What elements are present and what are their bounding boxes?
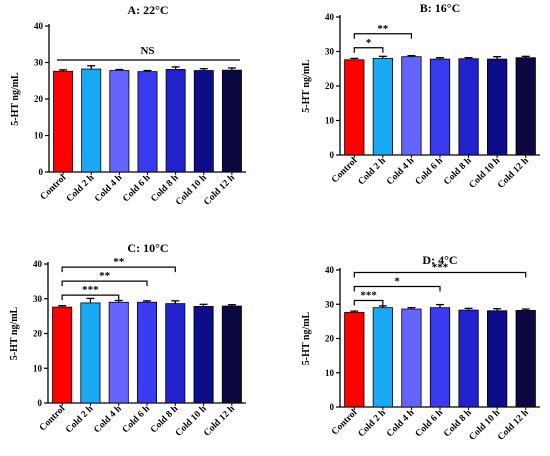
bar (193, 305, 214, 404)
bar (136, 301, 158, 404)
significance-bracket (61, 294, 120, 301)
y-tick-label: 30 (325, 47, 335, 57)
bar (344, 312, 365, 408)
y-tick-label: 10 (325, 368, 335, 378)
bar (52, 306, 73, 404)
y-tick-label: 0 (38, 398, 43, 408)
x-tick-label: Control (330, 156, 360, 186)
x-tick-label: Control (38, 404, 68, 434)
bar (487, 310, 508, 408)
y-tick-label: 40 (325, 265, 335, 275)
bar (165, 69, 186, 173)
x-tick-label: Cold 12 h (202, 173, 237, 208)
x-tick-label: Cold 4 h (385, 408, 417, 440)
y-tick-label: 30 (34, 58, 44, 68)
x-tick-label: Cold 6 h (121, 404, 153, 436)
x-tick-label: Cold 4 h (92, 404, 124, 436)
y-tick-label: 20 (34, 94, 44, 104)
y-axis-label: 5-HT ng/mL (10, 72, 21, 126)
y-tick-label: 10 (325, 116, 335, 126)
bar (81, 68, 102, 173)
x-tick-label: Cold 12 h (496, 408, 531, 443)
bar (344, 59, 365, 156)
x-tick-label: Cold 6 h (121, 173, 153, 205)
chart-title: D: 4°C (422, 253, 457, 267)
y-tick-label: 0 (330, 150, 335, 160)
x-tick-label: Cold 12 h (496, 156, 531, 191)
significance-bracket (353, 47, 384, 53)
significance-bracket (353, 299, 384, 306)
x-tick-label: Cold 2 h (64, 404, 96, 436)
significance-label: *** (82, 284, 99, 296)
bar (429, 307, 451, 408)
x-tick-label: Cold 2 h (357, 156, 389, 188)
bar (137, 71, 158, 173)
x-tick-label: Cold 2 h (65, 173, 97, 205)
y-tick-label: 40 (34, 21, 44, 31)
x-tick-label: Control (330, 408, 360, 438)
significance-bracket (353, 33, 413, 39)
bar (53, 70, 74, 173)
bar (429, 58, 451, 156)
x-tick-label: Cold 2 h (357, 408, 389, 440)
y-axis-label: 5-HT ng/mL (9, 306, 20, 360)
y-tick-label: 0 (330, 402, 335, 412)
y-tick-label: 40 (33, 259, 43, 269)
y-tick-label: 10 (34, 131, 44, 141)
chart-title: C: 10°C (127, 241, 168, 255)
y-tick-label: 40 (325, 12, 335, 22)
x-tick-label: Cold 4 h (385, 156, 417, 188)
x-tick-label: Cold 4 h (93, 173, 125, 205)
significance-label: *** (360, 289, 377, 301)
y-tick-label: 0 (39, 167, 44, 177)
chart-title: B: 16°C (420, 1, 460, 15)
significance-bracket (353, 271, 527, 278)
bar (165, 303, 186, 404)
bar (515, 57, 536, 156)
bar (221, 305, 242, 404)
x-tick-label: Control (39, 173, 69, 203)
significance-bracket (61, 280, 148, 287)
bar (458, 309, 479, 408)
significance-bracket (61, 266, 176, 273)
chart-title: A: 22°C (127, 3, 168, 17)
significance-bracket (353, 285, 441, 292)
bar (401, 308, 422, 408)
bar (372, 307, 393, 408)
bar (109, 70, 130, 173)
y-tick-label: 20 (325, 334, 335, 344)
y-axis-label: 5-HT ng/mL (301, 59, 312, 113)
bar (401, 56, 422, 156)
significance-label: *** (432, 261, 449, 273)
bar (487, 58, 508, 156)
bar (515, 310, 536, 408)
bar (108, 301, 129, 404)
bar (372, 58, 393, 156)
y-tick-label: 20 (325, 81, 335, 91)
ns-label: NS (140, 45, 154, 57)
y-tick-label: 30 (33, 294, 43, 304)
y-tick-label: 10 (33, 363, 43, 373)
bar (221, 69, 242, 173)
x-tick-label: Cold 12 h (202, 404, 237, 439)
y-tick-label: 30 (325, 299, 335, 309)
significance-label: ** (377, 23, 389, 35)
bar (193, 70, 214, 173)
bar (80, 302, 101, 404)
x-tick-label: Cold 6 h (414, 408, 446, 440)
x-tick-label: Cold 6 h (414, 156, 446, 188)
bar (458, 58, 479, 156)
significance-label: * (366, 37, 372, 49)
y-axis-label: 5-HT ng/mL (301, 311, 312, 365)
y-tick-label: 20 (33, 329, 43, 339)
significance-label: ** (113, 256, 125, 268)
significance-label: ** (99, 270, 111, 282)
significance-label: * (394, 275, 400, 287)
